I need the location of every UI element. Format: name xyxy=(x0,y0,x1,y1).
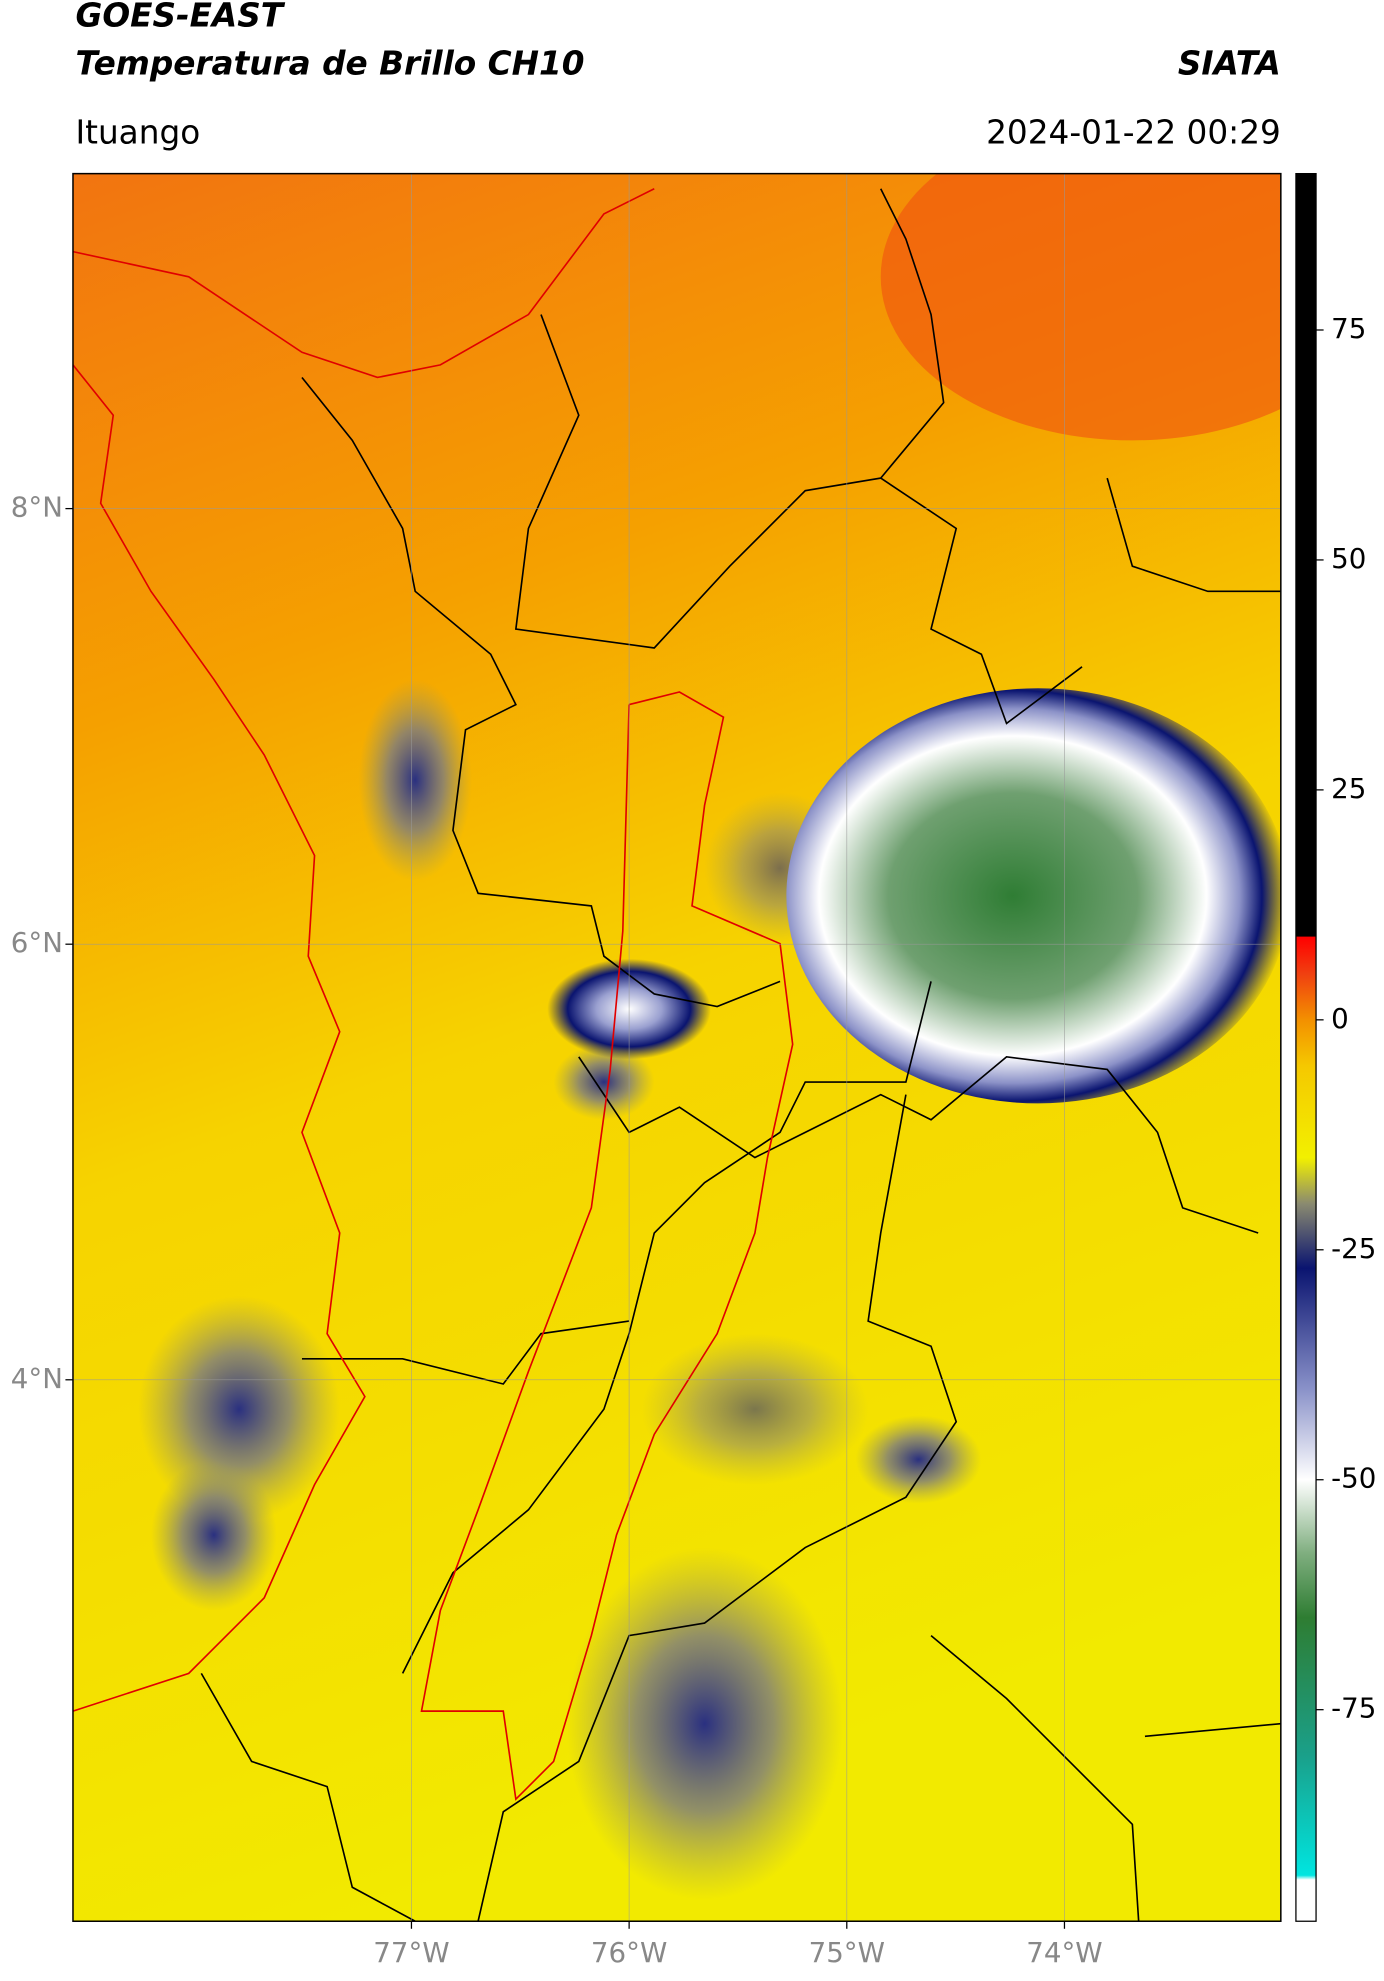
y-tick-label: 8°N xyxy=(11,491,63,524)
x-tick-label: 77°W xyxy=(373,1936,449,1969)
datetime: 2024-01-22 00:29 xyxy=(986,114,1281,152)
storm-cell xyxy=(786,688,1281,1104)
colorbar-tick-label: -50 xyxy=(1331,1462,1376,1495)
grid: 77°W 76°W 75°W 74°W 8°N 6°N 4°N xyxy=(11,173,1281,1969)
subtitle: Temperatura de Brillo CH10 xyxy=(75,44,584,82)
x-tick-label: 76°W xyxy=(591,1936,667,1969)
colorbar-tick-label: 50 xyxy=(1331,542,1366,575)
colorbar-scale xyxy=(1295,172,1317,1922)
warm-area xyxy=(880,173,1281,441)
map-frame xyxy=(72,172,1282,1922)
colorbar: 75 50 25 0 -25 -50 -75 xyxy=(1295,172,1376,1922)
cloud-patches xyxy=(138,679,982,1900)
location: Ituango xyxy=(75,114,200,152)
x-tick-label: 74°W xyxy=(1026,1936,1102,1969)
red-boundaries xyxy=(72,187,794,1801)
title: GOES-EAST xyxy=(75,0,285,35)
colorbar-tick-label: 0 xyxy=(1331,1002,1349,1035)
colorbar-tick-label: 25 xyxy=(1331,772,1366,805)
colorbar-tick-label: -25 xyxy=(1331,1232,1376,1265)
colorbar-tick-label: -75 xyxy=(1331,1692,1376,1725)
y-tick-label: 6°N xyxy=(11,926,63,959)
map-image xyxy=(72,173,1281,1922)
borders xyxy=(200,188,1281,1922)
y-tick-label: 4°N xyxy=(11,1362,63,1395)
x-tick-label: 75°W xyxy=(809,1936,885,1969)
source: SIATA xyxy=(1178,44,1281,82)
colorbar-tick-label: 75 xyxy=(1331,312,1366,345)
